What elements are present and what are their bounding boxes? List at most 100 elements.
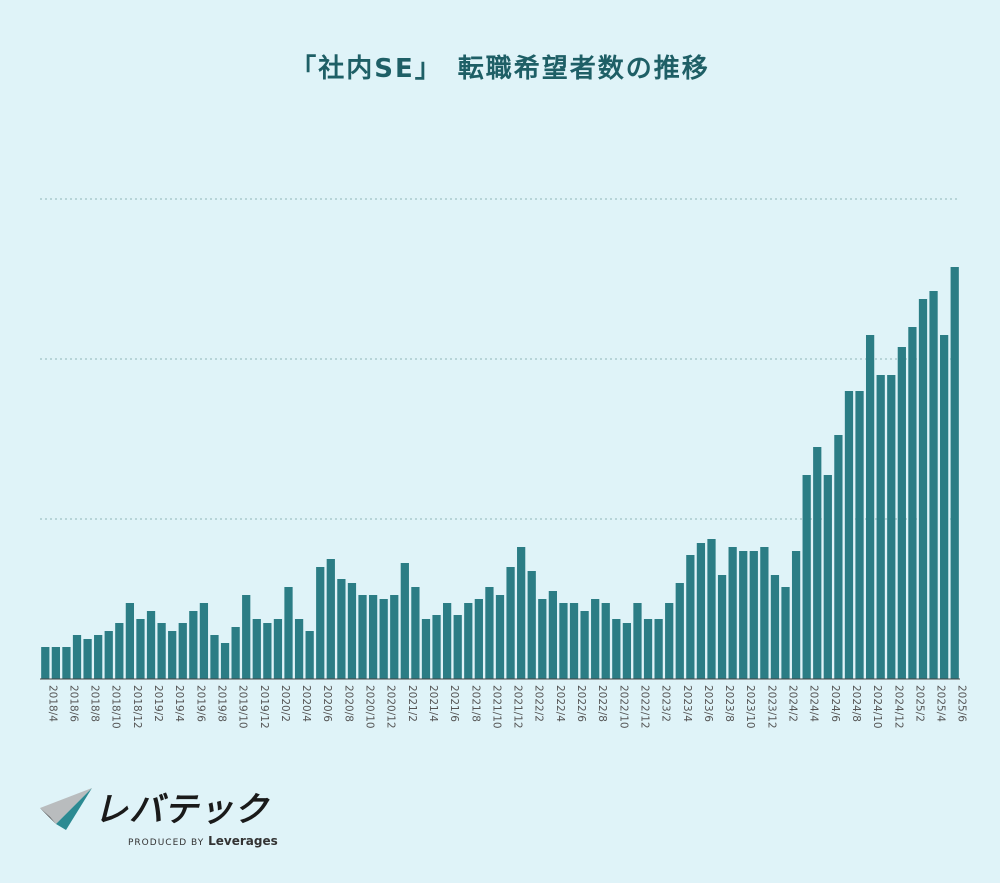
x-tick-label: 2020/6 [321,685,333,722]
bar [643,619,653,679]
x-tick-label: 2018/12 [131,685,143,729]
x-tick-label: 2024/4 [808,685,820,722]
x-tick-label: 2025/4 [935,685,947,722]
x-tick-label: 2021/6 [448,685,460,722]
bar [601,603,610,679]
x-tick-label: 2019/4 [173,685,185,722]
x-tick-label: 2020/4 [300,685,312,722]
bar [559,603,568,679]
x-tick-label: 2020/12 [385,685,397,729]
bar [305,631,314,679]
bar [210,635,219,679]
x-tick-label: 2023/10 [744,685,756,729]
bar [178,623,187,679]
bar [379,599,388,679]
bar [368,595,378,679]
bar [517,547,526,679]
bar [347,583,357,679]
bar [686,555,695,679]
bar [411,587,420,679]
x-tick-label: 2018/4 [46,685,58,722]
x-axis-tick-labels: 2018/4 2018/6 2018/8 2018/10 2018/12 2019/2 20… [46,685,967,729]
bar [83,639,92,679]
bar [358,595,367,679]
bar [495,595,505,679]
bar [146,611,156,679]
bar-chart: 2018/4 2018/6 2018/8 2018/10 2018/12 2019/2 20… [40,198,968,729]
x-tick-label: 2022/6 [575,685,587,722]
x-tick-label: 2021/8 [469,685,481,722]
bar [220,643,230,679]
bar [474,599,483,679]
bars [41,267,959,679]
bar [527,571,536,679]
bar [739,551,748,679]
bar [548,591,557,679]
bar [432,615,441,679]
bar [231,627,240,679]
bar [865,335,875,679]
bar [421,619,431,679]
x-tick-label: 2020/2 [279,685,291,722]
bar [855,391,864,679]
x-tick-label: 2024/8 [850,685,862,722]
bar [252,619,261,679]
x-tick-label: 2023/6 [702,685,714,722]
bar [569,603,579,679]
bar [443,603,452,679]
bar [326,559,335,679]
bar [791,551,801,679]
bar [887,375,896,679]
x-tick-label: 2023/2 [660,685,672,722]
x-tick-label: 2019/12 [258,685,270,729]
bar [464,603,473,679]
x-tick-label: 2022/12 [638,685,650,729]
bar [273,619,283,679]
bar [770,575,780,679]
x-tick-label: 2019/6 [194,685,206,722]
bar [41,647,50,679]
x-tick-label: 2019/2 [152,685,164,722]
bar [654,619,663,679]
x-tick-label: 2023/8 [723,685,735,722]
bar [400,563,409,679]
bar [51,647,60,679]
logo-wordmark: レバテック [94,790,269,830]
x-tick-label: 2022/4 [554,685,566,722]
x-tick-label: 2022/8 [596,685,608,722]
bar [717,575,727,679]
bar [157,623,166,679]
bar [707,539,716,679]
levtech-logo: レバテック PRODUCED BY Leverages [36,782,278,852]
bar [633,603,642,679]
x-tick-label: 2018/8 [89,685,101,722]
x-tick-label: 2018/6 [67,685,79,722]
bar [485,587,494,679]
bar [675,583,684,679]
x-tick-label: 2019/8 [215,685,227,722]
x-tick-label: 2021/2 [406,685,418,722]
bar [189,611,198,679]
bar [506,567,515,679]
bar [104,631,113,679]
bar [72,635,82,679]
bar [908,327,917,679]
x-tick-label: 2024/10 [871,685,883,729]
x-tick-label: 2024/12 [892,685,904,729]
bar [591,599,600,679]
bar [728,547,737,679]
bar [823,475,832,679]
bar [125,603,135,679]
bar [802,475,811,679]
x-tick-label: 2022/10 [617,685,629,729]
bar [665,603,674,679]
bar [242,595,251,679]
bar [622,623,632,679]
logo-tagline-text: PRODUCED BY [128,838,205,848]
x-tick-label: 2025/2 [913,685,925,722]
bar [390,595,399,679]
bar [316,567,325,679]
bar [781,587,790,679]
x-tick-label: 2021/4 [427,685,439,722]
bar [94,635,103,679]
